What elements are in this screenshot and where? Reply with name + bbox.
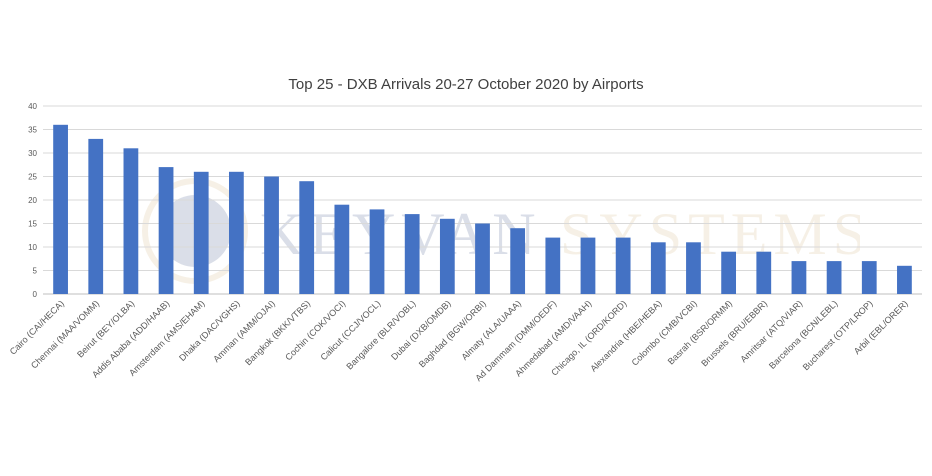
x-tick-label: Alexandria (HBE/HEBA) <box>588 298 663 373</box>
y-tick-label: 25 <box>28 173 37 182</box>
bar <box>123 148 139 294</box>
y-tick-label: 35 <box>28 126 37 135</box>
x-tick-label: Brussels (BRU/EBBR) <box>699 298 769 368</box>
y-tick-label: 30 <box>28 149 37 158</box>
x-tick-label: Dhaka (DAC/VGHS) <box>177 298 242 363</box>
chart-title: Top 25 - DXB Arrivals 20-27 October 2020… <box>288 76 644 93</box>
y-tick-label: 40 <box>28 102 37 111</box>
bar <box>686 242 701 294</box>
bar <box>791 261 807 294</box>
bar <box>475 223 490 294</box>
bar <box>193 171 209 294</box>
svg-text:SYSTEMS: SYSTEMS <box>560 201 860 267</box>
x-tick-label: Bucharest (OTP/LROP) <box>801 298 875 372</box>
bar <box>580 237 596 294</box>
x-tick-label: Cochin (COK/VOCI) <box>283 298 347 362</box>
x-tick-label: Barcelona (BCN/LEBL) <box>767 298 840 371</box>
x-tick-label: Amritsar (ATQ/VIAR) <box>738 298 804 364</box>
bar <box>299 181 315 294</box>
x-tick-label: Amman (AMM/OJAI) <box>211 298 277 364</box>
y-tick-label: 20 <box>28 196 37 205</box>
bar <box>510 228 526 294</box>
x-tick-label: Baghdad (BGW/ORBI) <box>417 298 488 369</box>
x-tick-label: Bangalore (BLR/VOBL) <box>344 298 417 371</box>
bar <box>369 209 385 294</box>
x-tick-label: Chennai (MAA/VOMM) <box>29 298 101 370</box>
bar <box>650 242 666 294</box>
bar <box>897 265 912 294</box>
bar <box>756 251 772 294</box>
bar <box>615 237 631 294</box>
x-tick-label: Basrah (BSR/ORMM) <box>666 298 734 366</box>
x-tick-label: Bangkok (BKK/VTBS) <box>243 298 312 367</box>
bar <box>861 261 877 294</box>
bar <box>826 261 842 294</box>
y-tick-label: 5 <box>33 267 38 276</box>
x-tick-label: Dubai (DXB/OMDB) <box>389 298 453 362</box>
bar <box>439 218 455 294</box>
bar <box>545 237 561 294</box>
x-tick-label: Calicut (CCJ/VOCL) <box>318 298 382 362</box>
bar <box>264 176 279 294</box>
bar <box>404 214 420 294</box>
y-tick-label: 10 <box>28 243 37 252</box>
y-tick-label: 15 <box>28 220 37 229</box>
bar <box>334 204 350 294</box>
bar <box>53 124 68 294</box>
x-tick-label: Almaty (ALA/UAAA) <box>459 298 523 362</box>
bar <box>158 167 174 294</box>
bar <box>88 138 104 294</box>
x-tick-label: Colombo (CMB/VCBI) <box>630 298 699 367</box>
y-tick-label: 0 <box>33 290 38 299</box>
bar <box>228 171 244 294</box>
bar <box>721 251 737 294</box>
